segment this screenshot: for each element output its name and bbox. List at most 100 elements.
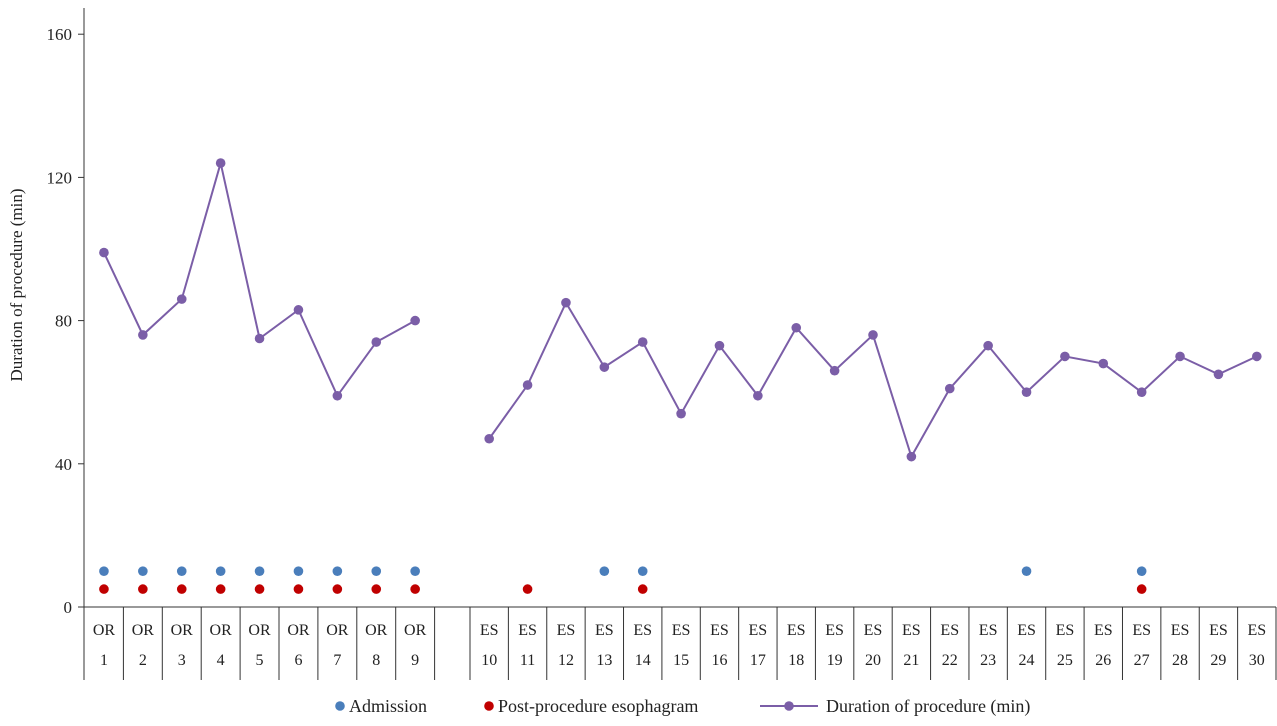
duration-point — [332, 390, 343, 401]
duration-point — [484, 433, 494, 444]
line-series — [99, 158, 1262, 462]
category-group-label: ES — [787, 622, 806, 639]
marker-point — [522, 584, 533, 594]
category-group-label: ES — [1017, 622, 1036, 639]
duration-point — [371, 337, 382, 347]
duration-point — [1175, 351, 1185, 362]
y-tick-label: 0 — [64, 598, 73, 617]
duration-point — [983, 340, 993, 351]
category-number-label: 15 — [673, 652, 689, 669]
category-number-label: 9 — [411, 652, 419, 669]
category-group-label: OR — [93, 622, 116, 639]
legend: Admission Post-procedure esophagram Durati… — [335, 696, 1030, 717]
y-axis-ticks: 0 40 80 120 160 — [47, 25, 84, 617]
duration-point — [1252, 351, 1262, 362]
category-group-label: ES — [825, 622, 844, 639]
marker-point — [99, 566, 109, 576]
category-number-label: 20 — [865, 652, 881, 669]
category-number-label: 16 — [711, 652, 727, 669]
category-group-label: OR — [404, 622, 427, 639]
category-number-label: 18 — [788, 652, 804, 669]
category-number-label: 19 — [827, 652, 843, 669]
category-number-label: 6 — [294, 652, 302, 669]
marker-point — [332, 566, 343, 576]
category-group-label: OR — [248, 622, 271, 639]
category-group-label: OR — [132, 622, 155, 639]
duration-point — [637, 337, 648, 347]
marker-series — [99, 566, 1147, 594]
category-number-label: 13 — [596, 652, 612, 669]
duration-point — [599, 362, 610, 372]
duration-point — [906, 451, 917, 462]
category-group-label: OR — [326, 622, 349, 639]
duration-point — [714, 340, 725, 351]
marker-point — [599, 566, 610, 576]
duration-point — [561, 297, 571, 308]
category-group-label: OR — [210, 622, 233, 639]
category-group-label: ES — [710, 622, 729, 639]
category-group-label: ES — [1056, 622, 1075, 639]
category-group-label: ES — [1209, 622, 1228, 639]
category-number-label: 7 — [333, 652, 341, 669]
category-group-label: ES — [633, 622, 652, 639]
category-number-label: 11 — [520, 652, 535, 669]
category-group-label: ES — [864, 622, 883, 639]
marker-point — [1136, 566, 1147, 576]
duration-line — [103, 162, 416, 398]
marker-point — [371, 584, 382, 594]
duration-point — [791, 322, 802, 333]
marker-point — [138, 584, 148, 594]
duration-point — [138, 330, 148, 340]
category-number-label: 14 — [635, 652, 651, 669]
category-number-label: 3 — [178, 652, 186, 669]
legend-label: Duration of procedure (min) — [826, 696, 1030, 717]
category-table: OR 1 OR 2 OR 3 OR 4 OR 5 OR 6 OR 7 OR 8 OR 9 ES 10 ES 11 ES 12 E… — [83, 607, 1277, 680]
category-group-label: ES — [557, 622, 576, 639]
category-number-label: 12 — [558, 652, 574, 669]
duration-point — [410, 315, 420, 326]
duration-point — [676, 408, 686, 419]
category-number-label: 2 — [139, 652, 147, 669]
y-tick-label: 80 — [55, 312, 72, 331]
category-group-label: OR — [365, 622, 388, 639]
marker-point — [293, 566, 304, 576]
duration-line — [488, 300, 1258, 460]
category-number-label: 10 — [481, 652, 497, 669]
category-number-label: 17 — [750, 652, 766, 669]
category-group-label: ES — [979, 622, 998, 639]
category-group-label: ES — [1094, 622, 1113, 639]
axes — [78, 8, 1276, 608]
category-group-label: ES — [902, 622, 921, 639]
duration-point — [1060, 351, 1070, 362]
legend-label: Admission — [349, 696, 427, 716]
marker-point — [637, 566, 648, 576]
category-group-label: ES — [940, 622, 959, 639]
category-number-label: 21 — [903, 652, 919, 669]
duration-point — [1136, 387, 1147, 398]
category-group-label: ES — [749, 622, 768, 639]
category-number-label: 24 — [1019, 652, 1035, 669]
marker-point — [1136, 584, 1147, 594]
legend-marker — [484, 701, 494, 711]
duration-point — [1213, 369, 1224, 380]
category-group-label: ES — [1132, 622, 1151, 639]
category-group-label: OR — [287, 622, 310, 639]
category-number-label: 1 — [100, 652, 108, 669]
marker-point — [293, 584, 304, 594]
duration-point — [1021, 387, 1032, 398]
legend-line-marker — [784, 701, 794, 711]
category-group-label: ES — [672, 622, 691, 639]
marker-point — [215, 566, 226, 576]
category-group-label: ES — [1171, 622, 1190, 639]
duration-point — [753, 390, 763, 401]
y-axis-label: Duration of procedure (min) — [7, 188, 26, 381]
duration-point — [944, 383, 955, 394]
marker-point — [176, 566, 187, 576]
duration-point — [868, 330, 878, 340]
category-number-label: 26 — [1095, 652, 1111, 669]
y-tick-label: 40 — [55, 455, 72, 474]
category-number-label: 28 — [1172, 652, 1188, 669]
category-number-label: 5 — [256, 652, 264, 669]
category-number-label: 8 — [372, 652, 380, 669]
marker-point — [138, 566, 148, 576]
